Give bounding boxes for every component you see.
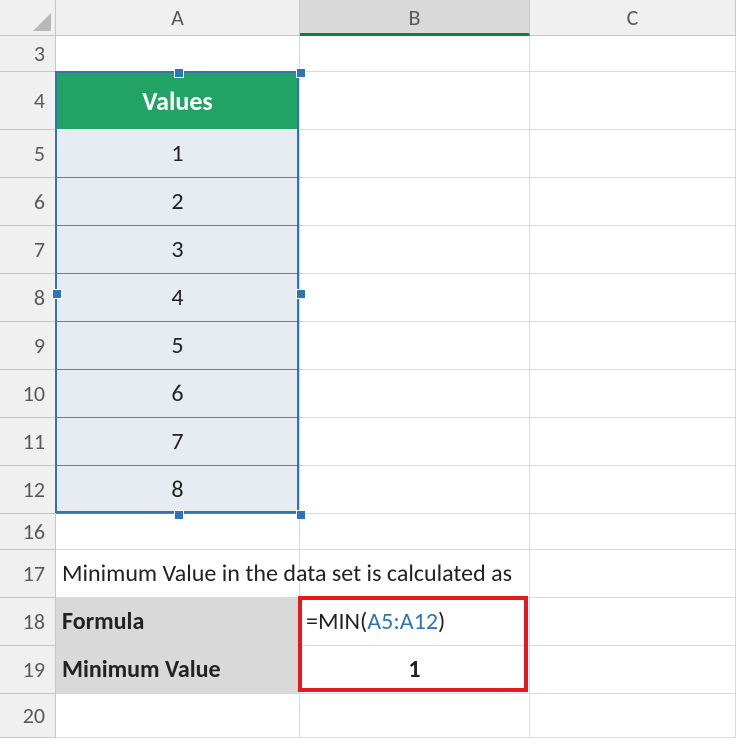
row-header-5[interactable]: 5 [0,130,56,178]
cell-B5[interactable] [300,130,530,178]
description-text: Minimum Value in the data set is calcula… [62,559,512,588]
cell-B12[interactable] [300,466,530,514]
row-header-12[interactable]: 12 [0,466,56,514]
cell-C17[interactable] [530,550,736,598]
cell-B20[interactable] [300,694,530,738]
cell-A18[interactable]: Formula [56,598,300,646]
cell-A4[interactable]: Values [56,72,300,130]
cell-B18[interactable]: =MIN(A5:A12) [300,598,530,646]
cell-B16[interactable] [300,514,530,550]
row-header-11[interactable]: 11 [0,418,56,466]
row-header-16[interactable]: 16 [0,514,56,550]
row-header-8[interactable]: 8 [0,274,56,322]
cell-A17[interactable]: Minimum Value in the data set is calcula… [56,550,300,598]
row-header-10[interactable]: 10 [0,370,56,418]
cell-C9[interactable] [530,322,736,370]
cell-A10[interactable]: 6 [56,370,300,418]
row-header-7[interactable]: 7 [0,226,56,274]
cell-B7[interactable] [300,226,530,274]
formula-cell-content: =MIN(A5:A12) [306,607,445,636]
cell-B3[interactable] [300,36,530,72]
cell-A3[interactable] [56,36,300,72]
cell-B9[interactable] [300,322,530,370]
column-header-B[interactable]: B [300,0,530,36]
cell-C7[interactable] [530,226,736,274]
cell-C5[interactable] [530,130,736,178]
cell-A19[interactable]: Minimum Value [56,646,300,694]
row-header-9[interactable]: 9 [0,322,56,370]
cell-A12[interactable]: 8 [56,466,300,514]
row-header-18[interactable]: 18 [0,598,56,646]
cell-B11[interactable] [300,418,530,466]
cell-C3[interactable] [530,36,736,72]
row-header-4[interactable]: 4 [0,72,56,130]
cell-C6[interactable] [530,178,736,226]
select-all-corner[interactable] [0,0,56,36]
spreadsheet-grid: Values12345678Minimum Value in the data … [56,36,736,738]
row-header-20[interactable]: 20 [0,694,56,738]
row-headers: 34567891011121617181920 [0,36,56,738]
column-header-A[interactable]: A [56,0,300,36]
cell-C4[interactable] [530,72,736,130]
row-header-3[interactable]: 3 [0,36,56,72]
cell-C8[interactable] [530,274,736,322]
cell-B4[interactable] [300,72,530,130]
row-header-17[interactable]: 17 [0,550,56,598]
column-header-C[interactable]: C [530,0,736,36]
cell-A9[interactable]: 5 [56,322,300,370]
cell-A8[interactable]: 4 [56,274,300,322]
cell-C12[interactable] [530,466,736,514]
formula-range-ref: A5:A12 [367,607,438,636]
cell-B19[interactable]: 1 [300,646,530,694]
cell-B8[interactable] [300,274,530,322]
cell-A5[interactable]: 1 [56,130,300,178]
cell-A20[interactable] [56,694,300,738]
row-header-6[interactable]: 6 [0,178,56,226]
cell-C10[interactable] [530,370,736,418]
cell-A11[interactable]: 7 [56,418,300,466]
cell-C19[interactable] [530,646,736,694]
row-header-19[interactable]: 19 [0,646,56,694]
cell-C18[interactable] [530,598,736,646]
column-headers: ABC [56,0,736,36]
cell-A7[interactable]: 3 [56,226,300,274]
cell-B10[interactable] [300,370,530,418]
cell-C16[interactable] [530,514,736,550]
cell-B6[interactable] [300,178,530,226]
cell-C11[interactable] [530,418,736,466]
cell-A16[interactable] [56,514,300,550]
cell-C20[interactable] [530,694,736,738]
cell-A6[interactable]: 2 [56,178,300,226]
